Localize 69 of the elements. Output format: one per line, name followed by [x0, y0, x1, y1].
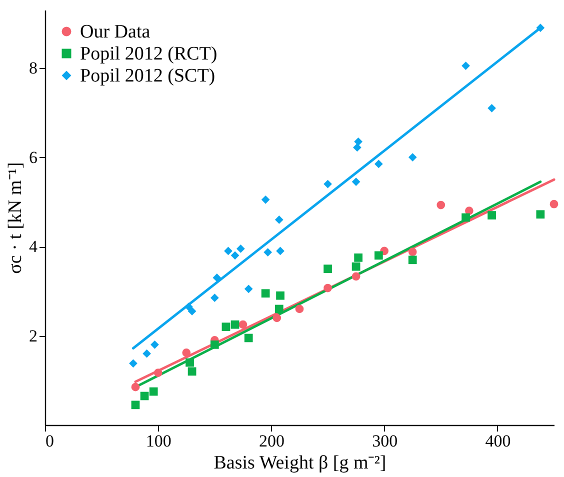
point	[261, 195, 270, 204]
x-tick-label: 200	[258, 432, 284, 450]
point	[354, 137, 362, 146]
x-tick-label: 300	[372, 432, 398, 450]
point	[131, 400, 140, 410]
y-tick-label: 4	[29, 237, 38, 256]
point	[149, 387, 158, 396]
point	[238, 320, 248, 329]
point	[210, 340, 219, 349]
point	[188, 307, 196, 316]
point	[352, 262, 360, 271]
point	[224, 246, 232, 256]
x-axis-title: Basis Weight β [g m⁻²]	[214, 452, 386, 474]
legend-label: Popil 2012 (RCT)	[80, 44, 218, 64]
point	[142, 349, 151, 358]
point	[276, 291, 284, 300]
point	[274, 304, 284, 314]
point	[462, 62, 470, 70]
point	[154, 368, 162, 377]
point	[212, 274, 222, 282]
point	[210, 294, 219, 302]
point	[244, 284, 253, 294]
y-tick-label: 2	[29, 326, 38, 346]
point	[264, 248, 272, 256]
point	[324, 264, 332, 273]
point	[131, 382, 140, 392]
point	[550, 200, 558, 208]
point	[352, 272, 360, 281]
y-tick-label: 6	[29, 148, 38, 167]
point	[536, 210, 545, 219]
x-tick-label: 100	[146, 432, 172, 450]
point	[324, 180, 332, 188]
point	[244, 334, 253, 342]
x-tick-label: 400	[485, 432, 511, 450]
point	[261, 289, 270, 298]
point	[324, 284, 332, 292]
y-tick-label: 8	[29, 58, 38, 78]
point	[150, 340, 159, 349]
point	[374, 251, 383, 260]
legend-label: Our Data	[80, 22, 151, 42]
point	[295, 304, 304, 314]
legend-label: Popil 2012 (SCT)	[80, 66, 216, 86]
point	[274, 216, 284, 224]
point	[462, 213, 470, 222]
point	[140, 392, 149, 400]
point	[276, 246, 284, 256]
point	[186, 358, 194, 367]
point	[408, 153, 417, 162]
point	[184, 302, 193, 311]
point	[352, 178, 360, 186]
point	[354, 253, 362, 262]
point	[230, 251, 240, 260]
point	[188, 367, 196, 376]
point	[272, 314, 282, 322]
point	[488, 104, 496, 112]
x-tick-label: 0	[46, 432, 54, 450]
point	[536, 24, 545, 32]
point	[374, 160, 383, 168]
point	[488, 211, 496, 220]
point	[230, 320, 240, 329]
point	[408, 248, 417, 256]
point	[129, 359, 138, 368]
y-axis-title: σc · t [kN m⁻¹]	[5, 162, 26, 274]
point	[464, 206, 474, 215]
point	[436, 200, 446, 210]
point	[408, 256, 417, 264]
point	[182, 348, 191, 357]
point	[236, 244, 245, 253]
point	[222, 322, 230, 332]
